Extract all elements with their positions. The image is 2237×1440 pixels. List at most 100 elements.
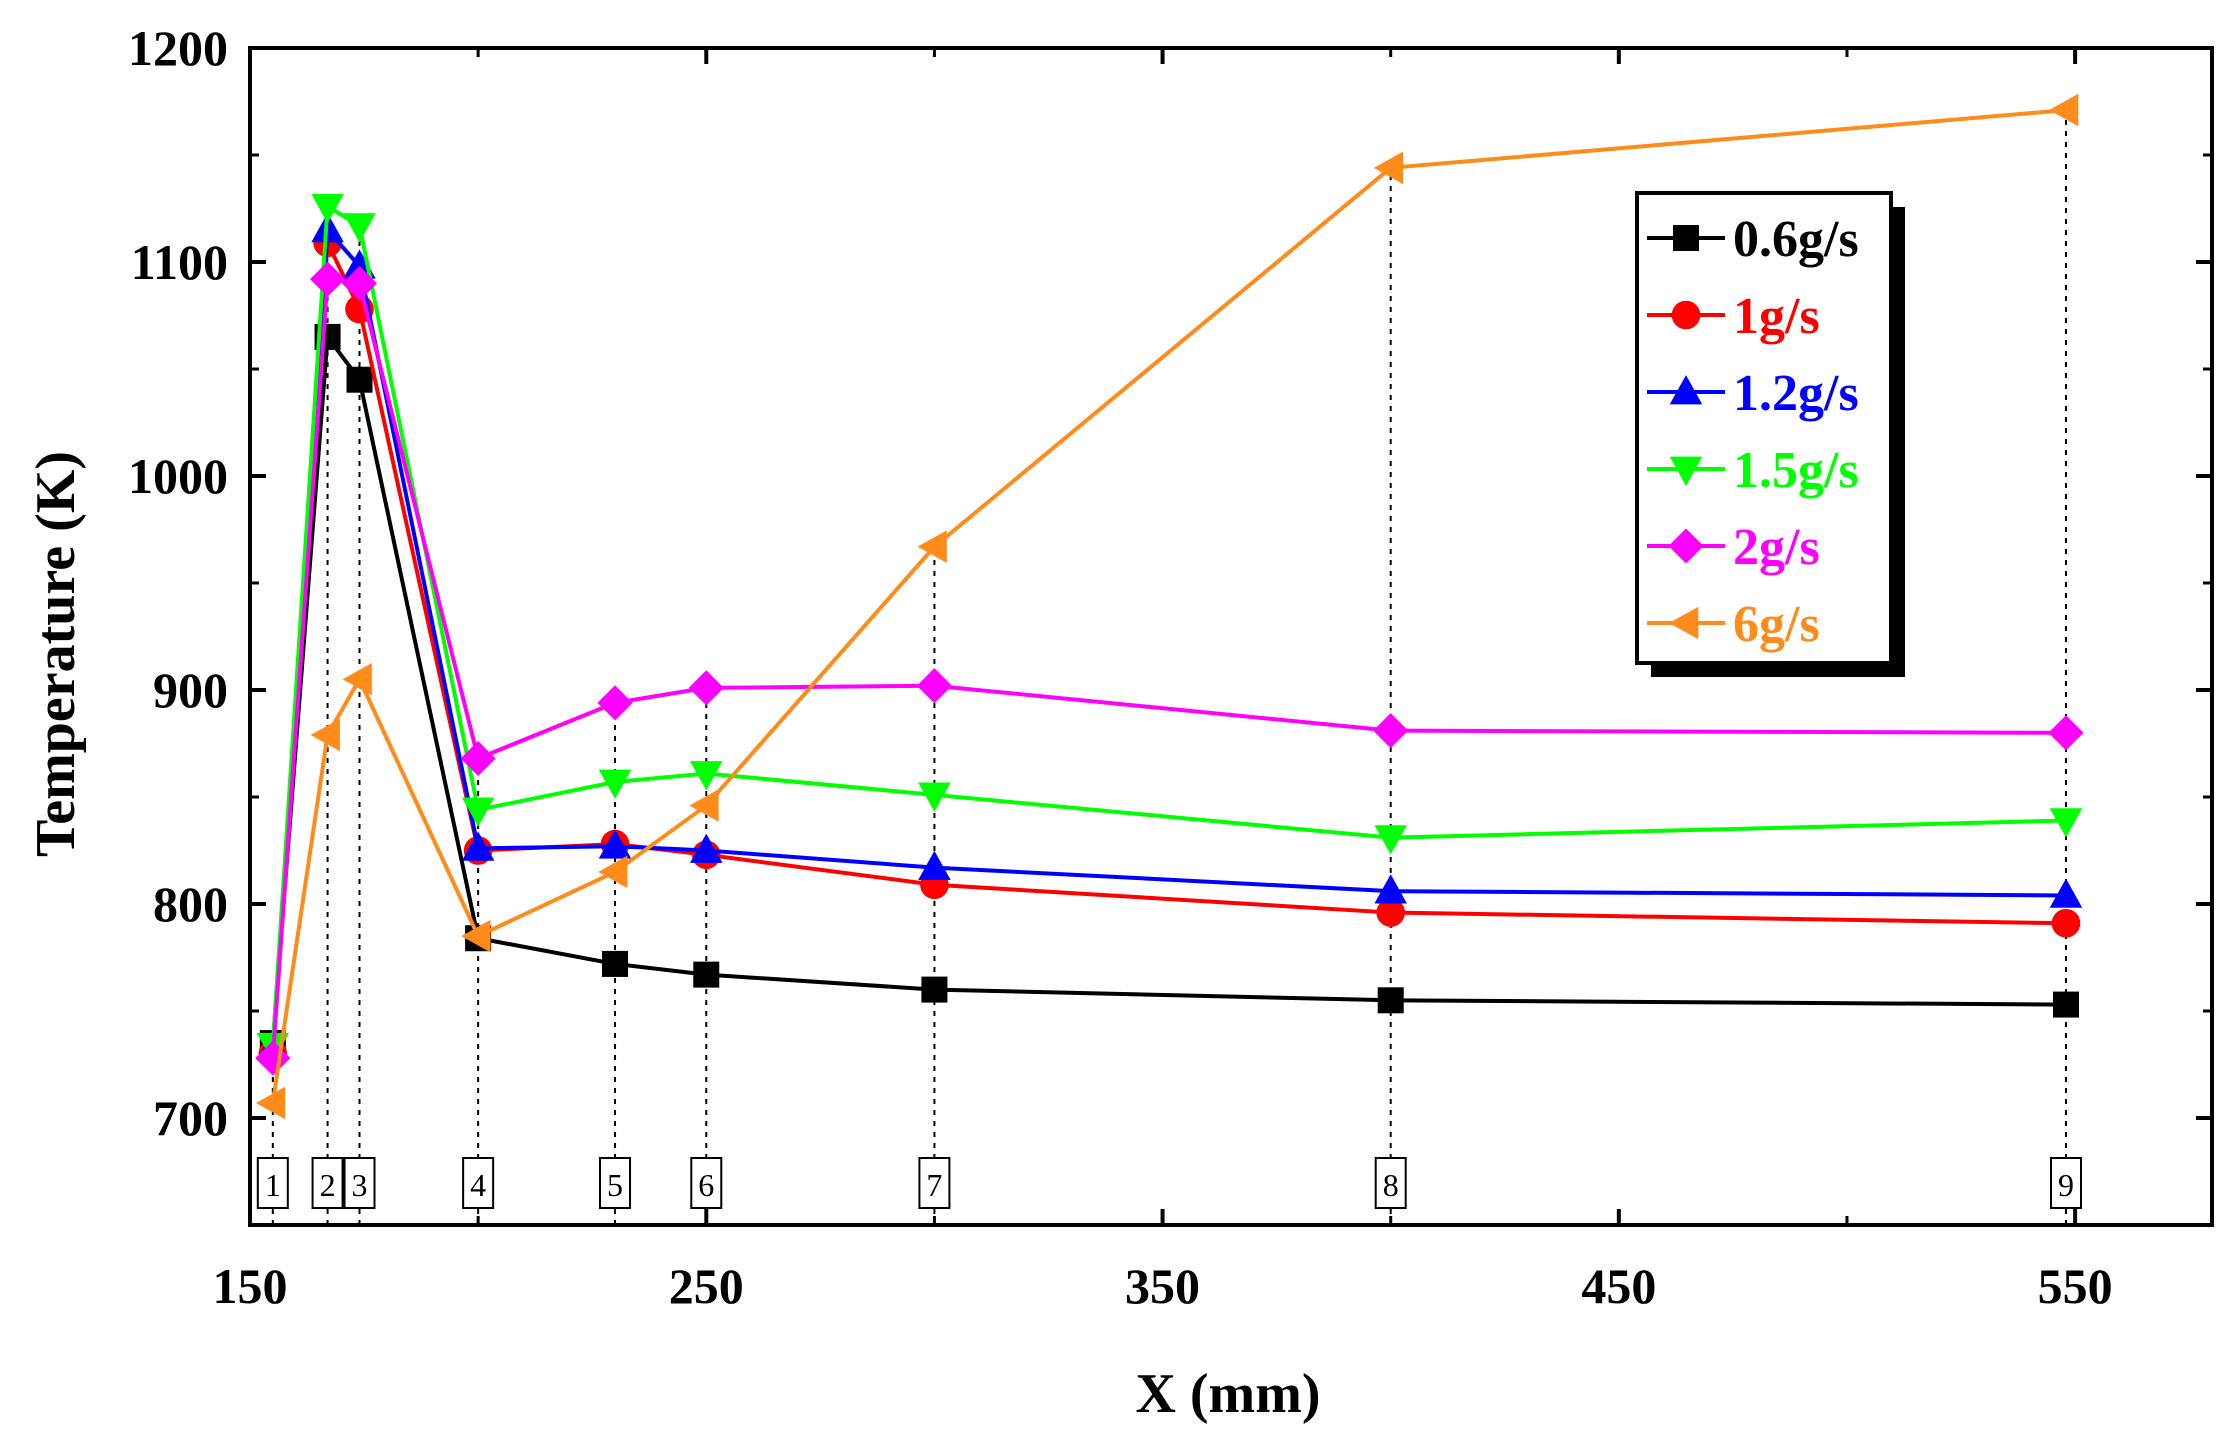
x-tick-label: 250 xyxy=(669,1258,744,1314)
data-point xyxy=(602,950,629,977)
data-point xyxy=(461,831,495,861)
legend: 0.6g/s 1g/s 1.2g/s 1.5g/s 2g/s 6g/s xyxy=(1635,191,1905,677)
data-point xyxy=(917,530,947,563)
legend-swatch-marker xyxy=(1669,456,1703,486)
data-point xyxy=(1374,874,1407,904)
y-tick-label: 1200 xyxy=(128,20,228,76)
y-axis-title: Temperature (K) xyxy=(25,451,87,857)
position-marker-box xyxy=(256,1157,289,1209)
data-point xyxy=(921,976,948,1003)
data-point xyxy=(1373,151,1404,185)
legend-swatch-marker xyxy=(1669,375,1703,405)
x-tick-label: 150 xyxy=(213,1258,288,1314)
plot-frame xyxy=(248,46,2214,1227)
data-point xyxy=(1377,987,1404,1014)
y-tick-label: 1100 xyxy=(131,234,228,290)
plot-area-border xyxy=(248,46,2214,1227)
data-point xyxy=(255,1086,286,1120)
position-marker-label: 7 xyxy=(926,1167,942,1203)
data-point xyxy=(346,366,373,393)
legend-swatch-marker xyxy=(1669,606,1699,640)
data-point xyxy=(343,213,376,243)
data-point xyxy=(310,718,340,752)
position-marker-label: 8 xyxy=(1383,1167,1399,1203)
series-1-5g-s xyxy=(256,194,2083,1063)
data-point xyxy=(2048,715,2084,751)
position-marker-label: 6 xyxy=(698,1167,714,1203)
data-point xyxy=(693,961,720,988)
legend-item: 6g/s xyxy=(1647,596,1820,653)
legend-item: 0.6g/s xyxy=(1647,211,1859,268)
y-tick-label: 1000 xyxy=(128,448,228,504)
series-1-2g-s xyxy=(256,213,2083,1060)
data-point xyxy=(690,833,723,863)
position-marker-label: 2 xyxy=(320,1167,336,1203)
position-marker-label: 3 xyxy=(352,1167,368,1203)
position-marker-box xyxy=(462,1157,495,1209)
x-axis-title: X (mm) xyxy=(1135,1363,1320,1425)
axes-ticks: 150 250 350 450 550 700 800 900 1000 1100 1200 xyxy=(128,20,2212,1314)
position-marker-box xyxy=(343,1157,376,1209)
legend-label: 1g/s xyxy=(1733,288,1820,345)
position-marker-label: 9 xyxy=(2058,1167,2074,1203)
data-point xyxy=(2049,93,2079,127)
data-point xyxy=(1374,825,1407,855)
series-2g-s xyxy=(255,261,2084,1076)
legend-label: 0.6g/s xyxy=(1733,211,1859,268)
legend-box xyxy=(1635,191,1893,665)
data-point xyxy=(918,850,951,880)
position-marker-box xyxy=(690,1157,723,1209)
legend-item: 2g/s xyxy=(1647,519,1820,576)
x-tick-label: 450 xyxy=(1581,1258,1656,1314)
position-marker-box xyxy=(1374,1157,1407,1209)
position-marker-box xyxy=(599,1157,632,1209)
y-tick-label: 700 xyxy=(153,1090,228,1146)
data-point xyxy=(342,663,372,696)
data-point xyxy=(461,797,495,827)
data-point xyxy=(688,670,724,706)
data-point xyxy=(689,789,719,822)
data-point xyxy=(1376,898,1405,927)
legend-item: 1g/s xyxy=(1647,288,1820,345)
legend-label: 2g/s xyxy=(1733,519,1820,576)
data-point xyxy=(918,782,951,812)
x-tick-label: 350 xyxy=(1125,1258,1200,1314)
data-point xyxy=(690,761,723,791)
data-point xyxy=(916,668,952,704)
data-point xyxy=(2049,878,2083,908)
legend-label: 1.2g/s xyxy=(1733,365,1859,422)
data-point xyxy=(461,919,491,953)
position-marker-label: 1 xyxy=(265,1167,281,1203)
y-tick-label: 800 xyxy=(153,876,228,932)
data-point xyxy=(341,265,378,301)
data-point xyxy=(598,829,632,859)
data-point xyxy=(1373,713,1409,749)
data-point xyxy=(2049,808,2083,838)
legend-item: 1.2g/s xyxy=(1647,365,1859,422)
legend-swatch-marker xyxy=(1673,225,1699,251)
position-marker-box xyxy=(311,1157,344,1209)
legend-label: 1.5g/s xyxy=(1733,442,1859,499)
position-marker-box xyxy=(918,1157,951,1209)
position-guide-lines xyxy=(271,110,2067,1225)
data-point xyxy=(311,194,344,224)
y-tick-label: 900 xyxy=(153,662,228,718)
legend-label: 6g/s xyxy=(1733,596,1820,653)
data-point xyxy=(460,740,496,777)
data-point xyxy=(598,769,632,799)
data-point xyxy=(2051,908,2081,938)
data-point xyxy=(597,685,633,721)
position-marker-box xyxy=(2049,1157,2082,1209)
data-point xyxy=(598,855,628,889)
position-marker-label: 4 xyxy=(470,1167,486,1203)
series-group xyxy=(255,93,2084,1120)
series-6g-s xyxy=(255,93,2079,1120)
data-point xyxy=(2052,991,2079,1018)
x-tick-label: 550 xyxy=(2038,1258,2113,1314)
legend-swatch-marker xyxy=(1671,300,1701,330)
position-marker-label: 5 xyxy=(607,1167,623,1203)
legend-swatch-marker xyxy=(1668,528,1704,564)
legend-item: 1.5g/s xyxy=(1647,442,1859,499)
